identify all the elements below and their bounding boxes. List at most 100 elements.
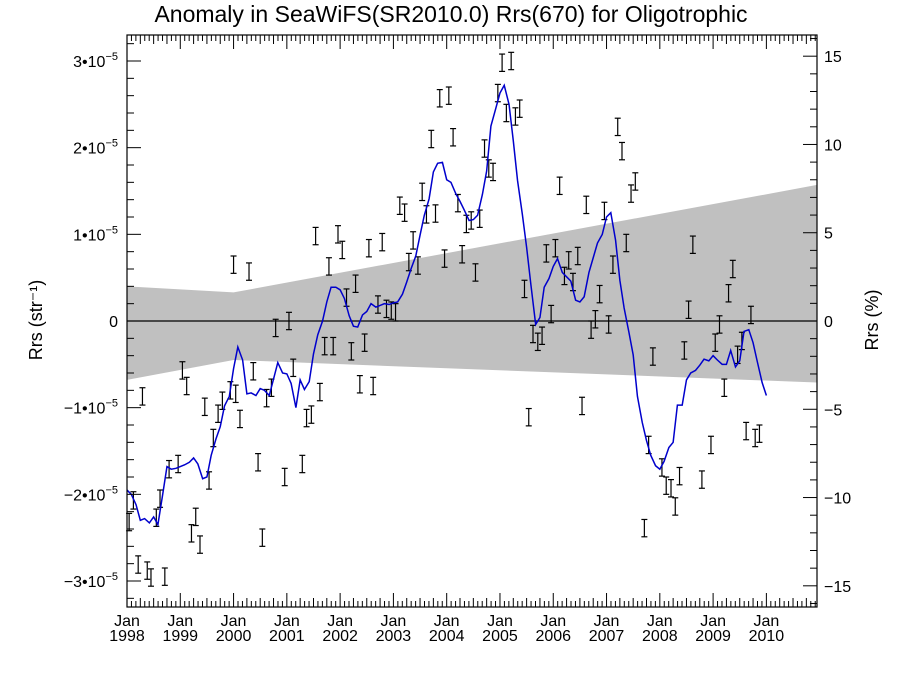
- x-tick-month: Jan: [540, 613, 566, 630]
- x-tick-year: 2010: [749, 628, 785, 645]
- data-point: [401, 203, 408, 222]
- data-point: [166, 459, 173, 479]
- data-point: [303, 408, 310, 428]
- data-point: [592, 310, 599, 329]
- data-point: [628, 184, 635, 203]
- x-tick-month: Jan: [114, 613, 140, 630]
- data-point: [179, 361, 186, 380]
- data-point: [609, 255, 616, 274]
- data-point: [752, 428, 759, 448]
- data-point: [668, 479, 675, 498]
- data-point: [259, 528, 266, 547]
- data-point: [206, 471, 213, 490]
- data-point: [374, 295, 381, 314]
- data-point: [574, 246, 581, 266]
- x-tick-year: 1998: [109, 628, 145, 645]
- y-left-tick-label: 3•10−5: [73, 51, 118, 71]
- plot-area: [126, 34, 818, 608]
- data-point: [192, 507, 199, 527]
- data-point: [312, 226, 319, 246]
- y-axis-left-title: Rrs (str⁻¹): [26, 280, 46, 360]
- y-right-tick-label: 5: [824, 226, 833, 243]
- data-point: [672, 497, 679, 516]
- data-point: [725, 284, 732, 303]
- x-tick-year: 2009: [695, 628, 731, 645]
- data-point: [135, 555, 142, 574]
- x-tick-year: 2008: [642, 628, 678, 645]
- data-point: [685, 300, 692, 319]
- data-point: [552, 238, 559, 258]
- data-point: [539, 326, 546, 345]
- data-point: [721, 378, 728, 397]
- data-point: [236, 409, 243, 429]
- data-point: [285, 311, 292, 331]
- data-point: [255, 453, 262, 472]
- x-tick-month: Jan: [167, 613, 193, 630]
- y-right-tick-label: 15: [824, 49, 842, 66]
- data-point: [232, 384, 239, 404]
- x-tick-year: 2003: [376, 628, 412, 645]
- x-axis: Jan1998Jan1999Jan2000Jan2001Jan2002Jan20…: [109, 35, 816, 645]
- data-point: [436, 88, 443, 108]
- data-point: [614, 117, 621, 137]
- x-tick-month: Jan: [434, 613, 460, 630]
- data-point: [583, 195, 590, 215]
- data-point: [543, 244, 550, 263]
- data-point: [561, 266, 568, 286]
- data-point: [419, 182, 426, 202]
- data-point: [605, 315, 612, 334]
- data-point: [579, 396, 586, 416]
- data-point: [321, 336, 328, 356]
- data-point: [729, 259, 736, 279]
- y-right-tick-label: −15: [824, 579, 851, 596]
- data-point: [596, 284, 603, 304]
- data-point: [512, 107, 519, 126]
- y-left-tick-label: −1•10−5: [64, 398, 118, 418]
- data-point: [530, 324, 537, 344]
- data-point: [210, 428, 217, 448]
- data-point: [681, 341, 688, 360]
- x-tick-year: 1999: [162, 628, 198, 645]
- x-tick-month: Jan: [487, 613, 513, 630]
- data-point: [521, 279, 528, 299]
- data-point: [352, 274, 359, 293]
- data-point: [161, 567, 168, 586]
- data-point: [503, 103, 510, 123]
- data-point: [649, 347, 656, 366]
- data-point: [290, 358, 297, 378]
- data-point: [508, 51, 515, 71]
- y-left-tick-label: 0: [109, 314, 118, 331]
- x-tick-month: Jan: [753, 613, 779, 630]
- data-point: [139, 387, 146, 406]
- y-axis-right-title: Rrs (%): [862, 290, 882, 351]
- data-point: [534, 332, 541, 352]
- data-point: [361, 333, 368, 352]
- data-point: [379, 232, 386, 252]
- data-point: [316, 382, 323, 402]
- data-point: [308, 405, 315, 424]
- data-point: [196, 535, 203, 554]
- data-point: [756, 424, 763, 443]
- data-point: [676, 466, 683, 486]
- data-point: [481, 139, 488, 158]
- data-point: [618, 141, 625, 161]
- data-point: [175, 454, 182, 474]
- data-point: [658, 458, 665, 477]
- data-point: [388, 301, 395, 320]
- data-point: [490, 162, 497, 182]
- y-left-tick-label: −2•10−5: [64, 484, 118, 504]
- x-tick-year: 2005: [482, 628, 518, 645]
- data-point: [365, 238, 372, 258]
- data-point: [632, 172, 639, 191]
- data-point: [747, 305, 754, 325]
- x-tick-month: Jan: [647, 613, 673, 630]
- x-tick-year: 2007: [589, 628, 625, 645]
- data-point: [525, 407, 532, 427]
- smoothed-anomaly-line: [126, 83, 768, 527]
- data-point: [459, 245, 466, 264]
- data-point: [445, 86, 452, 105]
- y-left-tick-label: 1•10−5: [73, 224, 118, 244]
- data-point: [383, 299, 390, 319]
- data-point: [707, 435, 714, 455]
